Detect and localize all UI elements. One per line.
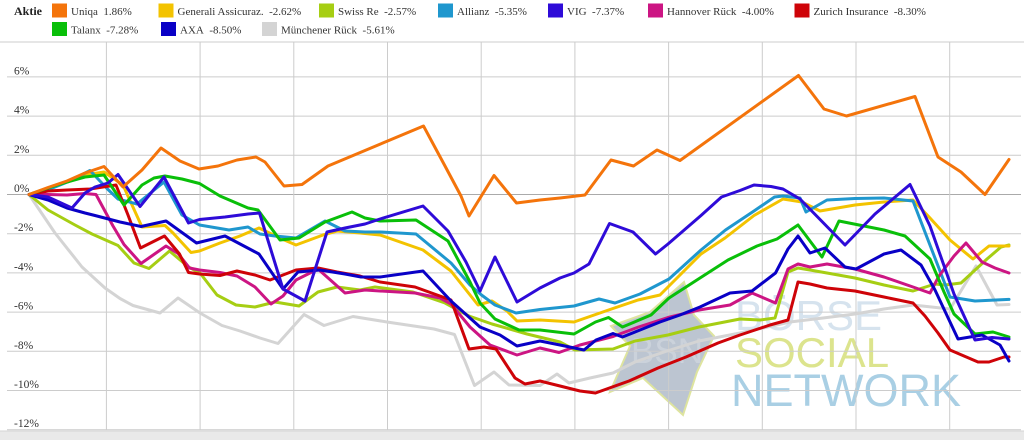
svg-text:Aktie: Aktie [14, 4, 43, 18]
svg-text:-12%: -12% [14, 418, 39, 430]
svg-text:-6%: -6% [14, 301, 34, 313]
svg-text:VIG -7.37%: VIG -7.37% [567, 6, 624, 18]
svg-text:Allianz -5.35%: Allianz -5.35% [457, 6, 527, 18]
svg-text:AXA -8.50%: AXA -8.50% [180, 25, 241, 37]
svg-text:4%: 4% [14, 105, 30, 117]
svg-text:SOCIAL: SOCIAL [735, 329, 889, 376]
svg-text:Swiss Re -2.57%: Swiss Re -2.57% [338, 6, 416, 18]
svg-text:Generali Assicuraz. -2.62%: Generali Assicuraz. -2.62% [178, 6, 302, 18]
svg-text:Zurich Insurance -8.30%: Zurich Insurance -8.30% [814, 6, 926, 18]
svg-text:-4%: -4% [14, 261, 34, 273]
svg-text:-2%: -2% [14, 222, 34, 234]
svg-text:Talanx -7.28%: Talanx -7.28% [71, 25, 138, 37]
svg-text:-8%: -8% [14, 340, 34, 352]
svg-text:6%: 6% [14, 65, 30, 77]
svg-text:-10%: -10% [14, 379, 39, 391]
svg-text:0%: 0% [14, 183, 30, 195]
svg-text:2%: 2% [14, 144, 30, 156]
svg-text:BÖRSE: BÖRSE [735, 292, 882, 339]
svg-text:Münchener Rück -5.61%: Münchener Rück -5.61% [281, 25, 395, 37]
svg-text:Hannover Rück -4.00%: Hannover Rück -4.00% [667, 6, 774, 18]
svg-text:Uniqa 1.86%: Uniqa 1.86% [71, 6, 132, 18]
